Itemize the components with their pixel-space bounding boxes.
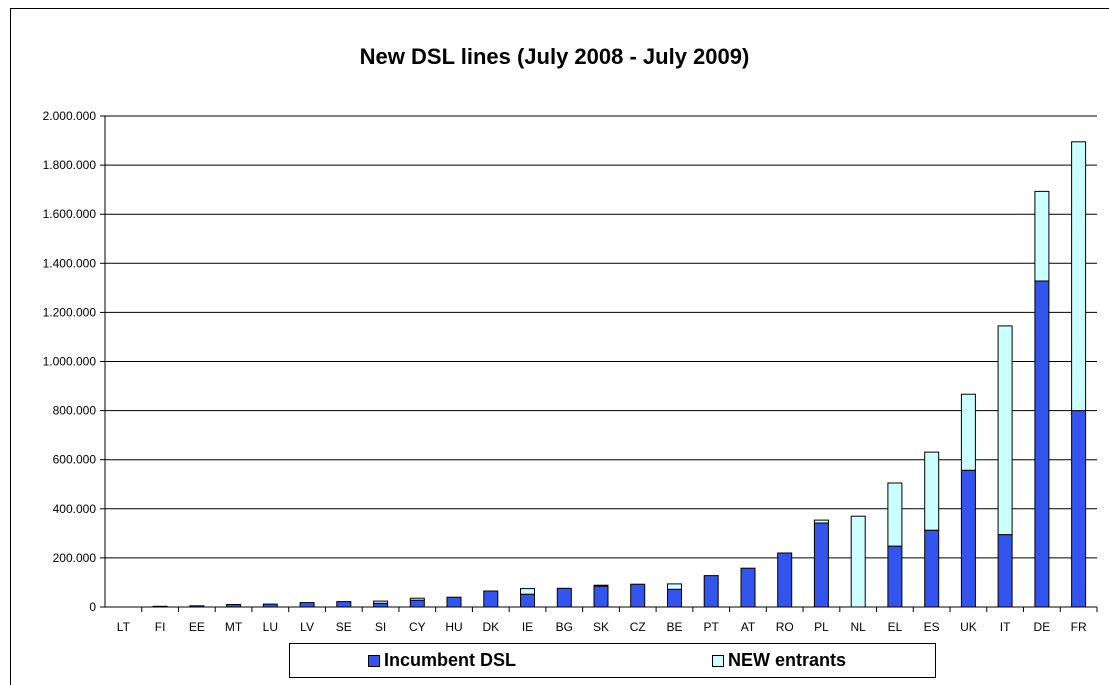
bar-lu-incumbent	[262, 603, 278, 608]
bar-sk-new-entrants	[593, 584, 609, 587]
y-tick-label: 0	[89, 600, 96, 614]
bar-dk-incumbent	[483, 590, 499, 608]
x-tick-label: IE	[522, 620, 533, 634]
chart-legend: Incumbent DSL NEW entrants	[289, 643, 936, 678]
bar-se-incumbent	[336, 601, 352, 608]
y-tick-label: 1.800.000	[43, 158, 97, 172]
x-tick-label: UK	[960, 620, 977, 634]
x-tick-label: SI	[375, 620, 386, 634]
bar-el-new-entrants	[887, 482, 903, 547]
y-tick-label: 200.000	[53, 551, 97, 565]
bar-lv-incumbent	[299, 602, 315, 608]
x-tick-label: CZ	[630, 620, 646, 634]
legend-label-new-entrants: NEW entrants	[728, 650, 847, 670]
x-tick-label: PL	[814, 620, 829, 634]
bar-es-incumbent	[924, 529, 940, 608]
bar-cz-incumbent	[630, 583, 646, 608]
x-tick-label: BE	[666, 620, 682, 634]
bar-es-new-entrants	[924, 451, 940, 531]
x-tick-label: FR	[1071, 620, 1087, 634]
x-tick-label: DK	[482, 620, 499, 634]
bar-pt-incumbent	[703, 575, 719, 608]
bar-de-incumbent	[1034, 280, 1050, 608]
bar-ro-incumbent	[777, 552, 793, 608]
y-tick-label: 1.400.000	[43, 256, 97, 270]
bar-be-new-entrants	[667, 583, 682, 590]
bar-uk-incumbent	[960, 469, 976, 608]
x-tick-label: EL	[888, 620, 903, 634]
bar-fr-new-entrants	[1071, 141, 1087, 412]
legend-item-new-entrants: NEW entrants	[712, 650, 846, 671]
chart-title: New DSL lines (July 2008 - July 2009)	[359, 44, 750, 69]
y-tick-label: 2.000.000	[43, 109, 97, 123]
bar-mt-incumbent	[226, 604, 242, 608]
x-tick-label: DE	[1034, 620, 1051, 634]
x-tick-label: NL	[851, 620, 867, 634]
x-tick-label: MT	[225, 620, 243, 634]
x-tick-label: RO	[776, 620, 794, 634]
legend-swatch-incumbent	[368, 654, 380, 667]
x-tick-label: EE	[189, 620, 205, 634]
y-tick-label: 800.000	[53, 404, 97, 418]
bar-cy-incumbent	[409, 599, 425, 608]
x-tick-label: PT	[704, 620, 720, 634]
x-tick-label: IT	[1000, 620, 1011, 634]
bar-it-new-entrants	[997, 325, 1013, 536]
x-tick-label: SE	[336, 620, 352, 634]
x-tick-label: BG	[556, 620, 573, 634]
x-tick-label: HU	[445, 620, 462, 634]
bar-be-incumbent	[667, 588, 682, 608]
y-tick-label: 1.200.000	[43, 305, 97, 319]
bar-cy-new-entrants	[409, 597, 425, 601]
legend-item-incumbent: Incumbent DSL	[368, 650, 516, 671]
bar-uk-new-entrants	[960, 393, 976, 471]
x-tick-label: LV	[300, 620, 314, 634]
bar-pl-incumbent	[813, 522, 829, 608]
bar-si-new-entrants	[373, 600, 389, 604]
bar-si-incumbent	[373, 602, 389, 608]
bar-ie-new-entrants	[520, 588, 535, 595]
legend-label-incumbent: Incumbent DSL	[384, 650, 517, 670]
bar-bg-incumbent	[556, 587, 572, 608]
bar-pl-new-entrants	[813, 519, 829, 524]
bar-fr-incumbent	[1071, 410, 1087, 608]
bar-hu-incumbent	[446, 596, 462, 608]
x-tick-label: LT	[117, 620, 131, 634]
y-tick-label: 600.000	[53, 453, 97, 467]
bar-nl-new-entrants	[850, 515, 866, 608]
y-tick-label: 400.000	[53, 502, 97, 516]
x-tick-label: AT	[741, 620, 756, 634]
bar-fi-incumbent	[152, 605, 168, 608]
bar-ie-incumbent	[520, 593, 535, 608]
x-tick-label: SK	[593, 620, 609, 634]
bar-de-new-entrants	[1034, 190, 1050, 282]
y-tick-label: 1.000.000	[43, 355, 97, 369]
legend-swatch-new-entrants	[712, 654, 725, 667]
bar-sk-incumbent	[593, 585, 609, 608]
x-tick-label: CY	[409, 620, 426, 634]
bar-el-incumbent	[887, 545, 903, 608]
bar-ee-incumbent	[189, 605, 205, 608]
x-tick-label: ES	[924, 620, 940, 634]
bar-at-incumbent	[740, 567, 756, 608]
x-tick-label: LU	[263, 620, 278, 634]
bar-it-incumbent	[997, 534, 1013, 608]
x-tick-label: FI	[155, 620, 166, 634]
y-tick-label: 1.600.000	[43, 207, 97, 221]
